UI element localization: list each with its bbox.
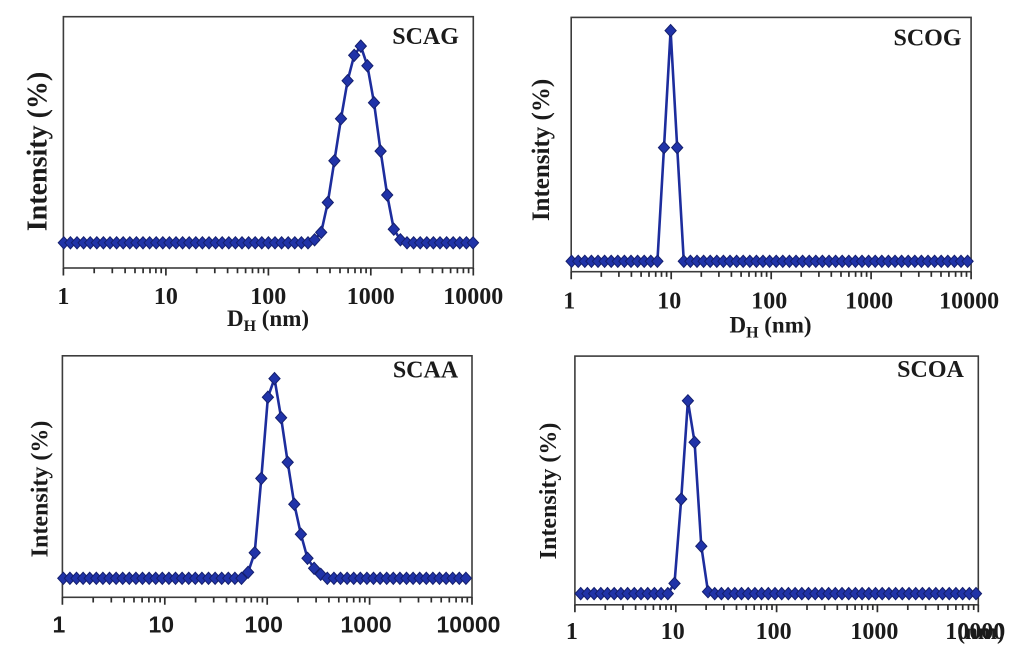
svg-text:100: 100: [751, 289, 787, 315]
svg-text:1000: 1000: [845, 289, 893, 315]
svg-text:10000: 10000: [443, 284, 503, 310]
svg-text:(nm): (nm): [957, 619, 1004, 644]
svg-text:Intensity (%): Intensity (%): [23, 72, 54, 231]
svg-text:1000: 1000: [850, 619, 898, 645]
svg-text:1: 1: [53, 612, 66, 638]
svg-text:Intensity (%): Intensity (%): [536, 423, 562, 560]
svg-text:1000: 1000: [347, 284, 395, 310]
svg-text:100: 100: [245, 612, 283, 638]
svg-text:SCAA: SCAA: [393, 358, 459, 384]
svg-text:DH (nm): DH (nm): [729, 313, 811, 342]
svg-text:100: 100: [250, 284, 286, 310]
svg-text:10000: 10000: [945, 619, 1005, 645]
svg-text:Intensity (%): Intensity (%): [28, 421, 54, 558]
svg-text:SCOG: SCOG: [893, 26, 961, 52]
svg-text:10: 10: [154, 284, 178, 310]
svg-text:1: 1: [563, 289, 575, 315]
svg-text:SCOA: SCOA: [897, 357, 964, 383]
svg-text:10000: 10000: [939, 289, 999, 315]
svg-text:SCAG: SCAG: [392, 24, 459, 50]
svg-text:Intensity (%): Intensity (%): [528, 79, 555, 221]
svg-text:DH (nm): DH (nm): [227, 306, 309, 335]
svg-text:1: 1: [57, 284, 69, 310]
svg-text:10000: 10000: [437, 612, 501, 638]
svg-text:100: 100: [756, 619, 792, 645]
svg-text:10: 10: [657, 289, 681, 315]
svg-text:1: 1: [566, 619, 578, 645]
svg-text:1000: 1000: [341, 612, 392, 638]
svg-text:10: 10: [149, 612, 175, 638]
svg-text:10: 10: [661, 619, 685, 645]
